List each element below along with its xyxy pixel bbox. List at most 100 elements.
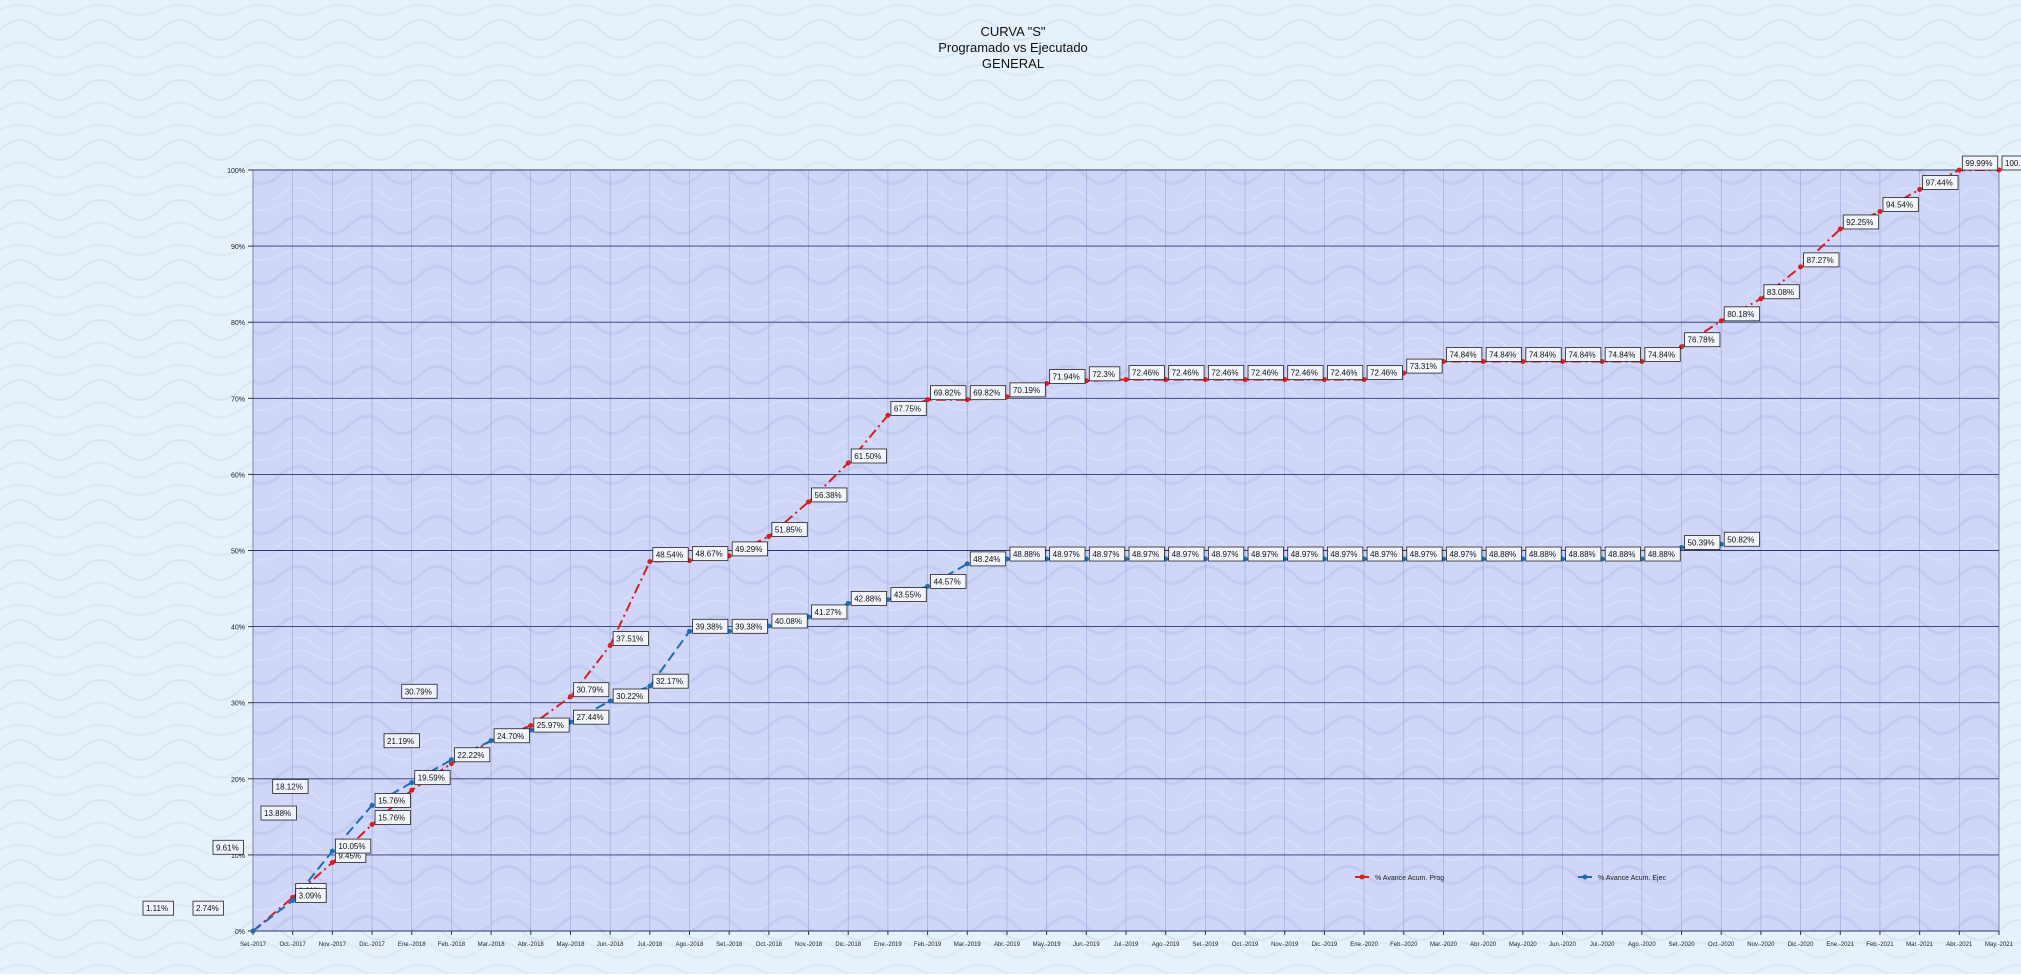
data-label: 69.82% [969, 385, 1007, 401]
data-label-box [692, 546, 729, 562]
x-tick-label: Ene.-2018 [398, 942, 426, 948]
data-label: 92.25% [1842, 214, 1880, 230]
data-point [806, 499, 812, 505]
data-label-box [1525, 347, 1562, 362]
data-label: 48.97% [1287, 546, 1324, 562]
data-label-text: 48.97% [1132, 550, 1159, 559]
data-label-box [454, 747, 491, 763]
data-label: 24.70% [493, 728, 530, 744]
data-label: 71.94% [1049, 369, 1086, 384]
x-tick-label: Jul.-2020 [1590, 942, 1615, 948]
data-label-text: 48.97% [1251, 550, 1278, 559]
data-label-text: 48.97% [1330, 550, 1357, 559]
y-tick-label: 100% [227, 168, 245, 175]
data-label-box [612, 688, 649, 704]
data-label: 48.97% [1207, 546, 1245, 562]
data-label-box [811, 487, 848, 503]
data-label-text: 87.27% [1807, 256, 1834, 265]
data-label: 48.97% [1049, 546, 1086, 562]
data-label-text: 74.84% [1569, 350, 1596, 359]
x-tick-label: Mar.-2019 [954, 942, 982, 948]
x-tick-label: Nov.-2018 [795, 942, 823, 948]
data-label-text: 67.75% [894, 404, 921, 413]
data-label-text: 99.99% [1965, 159, 1992, 168]
data-label-box [1287, 546, 1324, 562]
data-label: 99.99% [1961, 155, 1999, 171]
data-label-box [334, 838, 372, 854]
data-label: 48.97% [1168, 546, 1205, 562]
data-label-box [1009, 382, 1046, 398]
data-label-box [771, 522, 808, 537]
data-label-box [192, 900, 224, 916]
data-point [885, 412, 891, 418]
data-label-box [1049, 546, 1086, 562]
data-label-box [1049, 369, 1086, 384]
data-label-box [1565, 347, 1602, 362]
data-label-text: 50.82% [1727, 535, 1754, 544]
data-label-text: 74.84% [1489, 350, 1516, 359]
data-label: 70.19% [1009, 382, 1046, 398]
x-tick-label: Oct.-2017 [280, 942, 307, 948]
data-label-text: 83.08% [1767, 288, 1794, 297]
data-point [369, 821, 375, 827]
data-label-box [1882, 197, 1919, 212]
data-label-box [771, 613, 808, 629]
data-label-box [1604, 347, 1641, 362]
x-tick-label: Nov.-2019 [1271, 942, 1299, 948]
data-label: 74.84% [1565, 347, 1602, 362]
data-label-box [1723, 306, 1761, 322]
data-label-text: 76.78% [1688, 336, 1715, 345]
data-label-box [374, 793, 411, 808]
chart-title-line: GENERAL [982, 56, 1044, 71]
data-point [964, 561, 970, 567]
data-point [607, 643, 613, 649]
data-label: 10.05% [334, 838, 372, 854]
data-label-box [1446, 347, 1483, 362]
data-label-text: 41.27% [815, 608, 842, 617]
data-label: 72.3% [1088, 366, 1121, 382]
data-label-box [1128, 365, 1165, 380]
data-label-box [731, 541, 768, 557]
data-label: 48.97% [1366, 546, 1403, 562]
data-label: 15.76% [374, 810, 411, 825]
x-tick-label: Mar.-2018 [478, 942, 506, 948]
data-label: 48.97% [1247, 546, 1284, 562]
data-point [369, 802, 375, 808]
data-label-text: 72.46% [1370, 369, 1397, 378]
data-label: 76.78% [1684, 332, 1721, 348]
data-label-box [1644, 347, 1681, 362]
data-label-text: 48.24% [973, 555, 1000, 564]
data-label-box [493, 728, 530, 744]
data-label-text: 22.22% [457, 751, 484, 760]
data-point [409, 780, 415, 786]
data-label: 72.46% [1287, 365, 1324, 380]
legend-marker [1582, 874, 1588, 880]
data-label: 37.51% [612, 631, 649, 646]
data-point [329, 848, 335, 854]
data-label-text: 24.70% [497, 732, 524, 741]
data-label-text: 3.09% [299, 892, 322, 901]
x-tick-label: Dic.-2020 [1788, 942, 1814, 948]
x-tick-label: Mar.-2021 [1906, 942, 1934, 948]
data-label: 39.38% [731, 618, 768, 634]
x-tick-label: Jul.-2019 [1114, 942, 1139, 948]
data-label: 49.29% [731, 541, 768, 557]
data-label-box [1842, 214, 1880, 230]
data-label-text: 72.46% [1251, 369, 1278, 378]
data-label-box [1485, 347, 1522, 362]
x-tick-label: Ene.-2020 [1350, 942, 1378, 948]
data-label-text: 1.11% [146, 904, 168, 913]
data-label-text: 74.84% [1529, 350, 1556, 359]
data-label-box [692, 618, 729, 634]
chart-title-line: CURVA "S" [980, 24, 1045, 39]
data-point [1123, 377, 1129, 383]
data-label-text: 43.55% [894, 591, 921, 600]
data-label: 48.97% [1088, 546, 1126, 562]
data-label: 48.88% [1485, 546, 1522, 562]
data-label-box [1088, 366, 1121, 382]
data-label: 27.44% [573, 709, 610, 725]
data-label-text: 18.12% [276, 782, 303, 791]
data-label-box [1009, 546, 1046, 562]
